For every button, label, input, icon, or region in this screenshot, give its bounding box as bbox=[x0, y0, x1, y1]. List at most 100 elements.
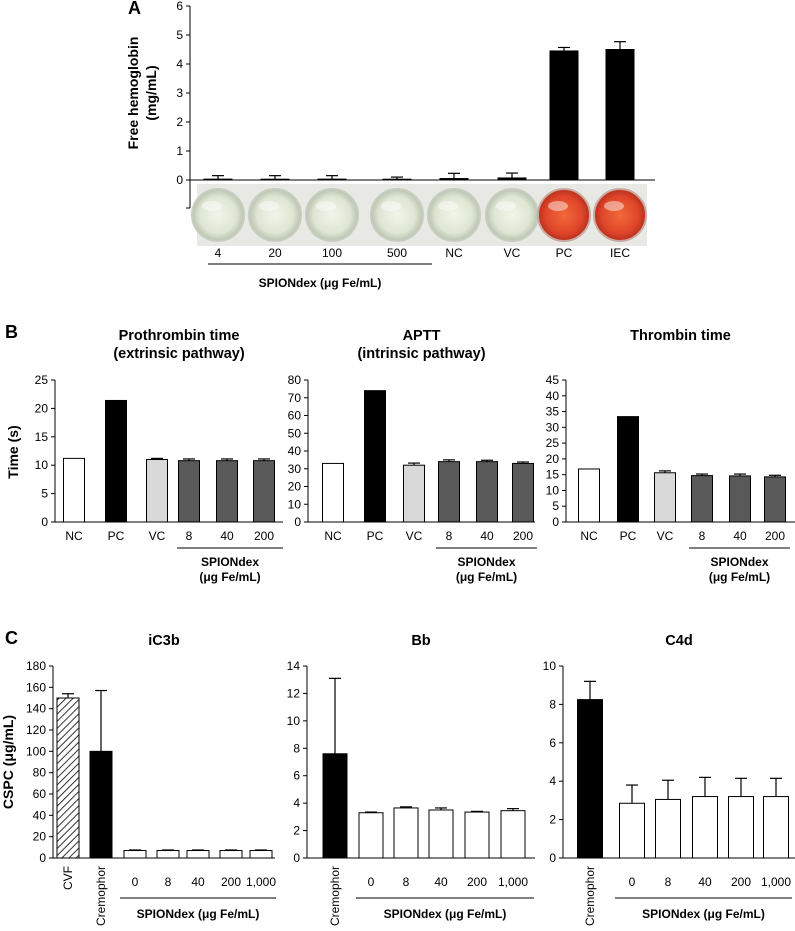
group-label: SPIONdex (μg Fe/mL) bbox=[642, 907, 765, 921]
bar bbox=[123, 850, 147, 859]
y-tick-label: 6 bbox=[176, 0, 183, 13]
x-tick-label: 0 bbox=[368, 875, 375, 889]
x-tick-label: 8 bbox=[403, 875, 410, 889]
y-axis-label-line-2: (mg/mL) bbox=[143, 65, 159, 120]
y-axis-label-line-1: Free hemoglobin bbox=[125, 37, 141, 150]
y-tick-label: 25 bbox=[35, 373, 49, 387]
bar bbox=[578, 468, 600, 523]
y-tick-label: 5 bbox=[41, 487, 48, 501]
bar bbox=[655, 798, 681, 859]
bar bbox=[317, 178, 347, 181]
x-tick-label: PC bbox=[367, 529, 384, 543]
y-tick-label: 120 bbox=[26, 723, 46, 737]
chart-c3: 0 2 4 6 8 10 Cremophor 0 8 40 200 1,000 bbox=[543, 659, 795, 926]
y-tick-label: 40 bbox=[546, 389, 560, 403]
clear-well bbox=[370, 188, 424, 242]
y-tick-label: 50 bbox=[288, 426, 302, 440]
group-label: SPIONdex (μg Fe/mL) bbox=[259, 276, 382, 290]
bar bbox=[428, 809, 454, 859]
y-tick-label: 60 bbox=[288, 409, 302, 423]
x-tick-label: NC bbox=[65, 529, 83, 543]
y-tick-label: 80 bbox=[288, 373, 302, 387]
chart-c1: 0 20 40 60 80 100 120 140 160 180 CVF Cremophor 0 8 40… bbox=[0, 659, 276, 926]
x-tick-label: 40 bbox=[191, 875, 205, 889]
bar bbox=[146, 459, 168, 523]
y-tick-label: 0 bbox=[294, 515, 301, 529]
x-tick-label: VC bbox=[149, 529, 166, 543]
x-tick-label: 0 bbox=[629, 875, 636, 889]
y-tick-label: 20 bbox=[546, 452, 560, 466]
y-tick-label: 180 bbox=[26, 659, 46, 673]
x-tick-label: 8 bbox=[699, 529, 706, 543]
x-tick-label: 8 bbox=[665, 875, 672, 889]
x-tick-label: Cremophor bbox=[94, 866, 108, 926]
y-tick-label: 100 bbox=[26, 744, 46, 758]
bar bbox=[203, 178, 233, 181]
x-tick-label: CVF bbox=[61, 866, 75, 890]
y-tick-label: 8 bbox=[293, 741, 300, 755]
group-label: SPIONdex (μg Fe/mL) bbox=[384, 907, 507, 921]
y-tick-label: 0 bbox=[293, 851, 300, 865]
chart-title: Bb bbox=[411, 633, 430, 649]
y-tick-label: 140 bbox=[26, 702, 46, 716]
x-tick-label: PC bbox=[108, 529, 125, 543]
y-tick-label: 2 bbox=[549, 813, 556, 827]
bar bbox=[63, 457, 85, 523]
panel-label-a: A bbox=[128, 0, 141, 18]
group-label-line-2: (μg Fe/mL) bbox=[456, 570, 517, 584]
y-tick-label: 160 bbox=[26, 680, 46, 694]
y-tick-label: 60 bbox=[33, 787, 47, 801]
group-label-line-2: (μg Fe/mL) bbox=[199, 570, 260, 584]
group-label-line-1: SPIONdex bbox=[201, 555, 259, 569]
y-tick-label: 5 bbox=[176, 28, 183, 42]
bar bbox=[577, 699, 603, 859]
bar bbox=[105, 399, 127, 523]
bar bbox=[249, 850, 273, 859]
x-tick-label: Cremophor bbox=[583, 866, 597, 926]
bar bbox=[728, 796, 754, 859]
bar bbox=[439, 178, 469, 181]
bar bbox=[56, 697, 80, 859]
y-tick-label: 70 bbox=[288, 391, 302, 405]
x-tick-label: 200 bbox=[221, 875, 241, 889]
chart-title-line-1: Prothrombin time bbox=[119, 328, 240, 344]
bar bbox=[763, 796, 789, 859]
y-tick-label: 20 bbox=[33, 830, 47, 844]
x-tick-label: 4 bbox=[215, 246, 222, 260]
x-tick-label: 20 bbox=[268, 246, 282, 260]
bar bbox=[322, 462, 344, 523]
chart-b2: 0 10 20 30 40 50 60 70 80 NC PC VC 8 40 200 bbox=[288, 373, 537, 549]
y-tick-label: 20 bbox=[35, 401, 49, 415]
y-tick-label: 0 bbox=[39, 851, 46, 865]
y-tick-label: 0 bbox=[176, 173, 183, 187]
x-tick-label: 40 bbox=[434, 875, 448, 889]
y-tick-label: 0 bbox=[552, 515, 559, 529]
bar bbox=[654, 472, 676, 523]
x-tick-label: PC bbox=[620, 529, 637, 543]
y-tick-label: 5 bbox=[552, 499, 559, 513]
chart-a: 0 1 2 3 4 5 6 4 20 100 500 NC VC PC IEC Free hemoglobin… bbox=[125, 0, 655, 265]
x-tick-label: 40 bbox=[480, 529, 494, 543]
bar bbox=[382, 178, 412, 181]
bar bbox=[476, 461, 498, 523]
bar bbox=[497, 177, 527, 181]
y-tick-label: 15 bbox=[35, 430, 49, 444]
clear-well bbox=[248, 188, 302, 242]
bar bbox=[393, 807, 419, 859]
well-highlight bbox=[202, 201, 222, 211]
well-highlight bbox=[438, 201, 458, 211]
bar bbox=[216, 460, 238, 523]
y-tick-label: 12 bbox=[287, 686, 301, 700]
group-label: SPIONdex (μg Fe/mL) bbox=[137, 907, 260, 921]
x-tick-label: 40 bbox=[220, 529, 234, 543]
y-tick-label: 6 bbox=[549, 736, 556, 750]
chart-title: Thrombin time bbox=[630, 328, 731, 344]
y-tick-label: 30 bbox=[546, 420, 560, 434]
panel-label-c: C bbox=[5, 628, 18, 648]
y-tick-label: 40 bbox=[288, 444, 302, 458]
group-label-line-1: SPIONdex bbox=[457, 555, 515, 569]
y-tick-label: 10 bbox=[35, 458, 49, 472]
bar bbox=[403, 464, 425, 523]
x-tick-label: VC bbox=[504, 246, 521, 260]
